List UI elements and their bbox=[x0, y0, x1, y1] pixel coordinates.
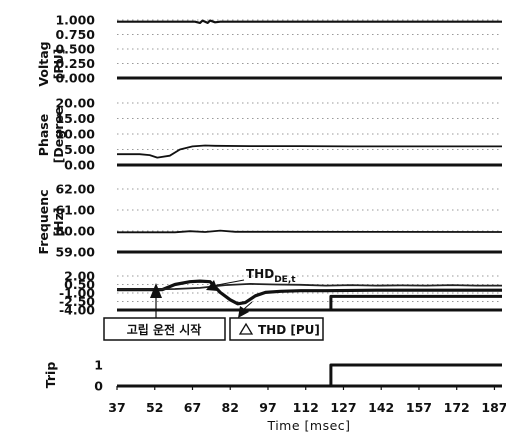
thd-de-label: THDDE,t bbox=[246, 267, 296, 285]
voltage-axis-label: Voltag[PU] bbox=[36, 41, 66, 86]
x-tick-label: 82 bbox=[222, 400, 239, 415]
y-tick-label: 15.00 bbox=[55, 111, 95, 126]
thd-step-line bbox=[117, 294, 502, 312]
thd-pu-leader bbox=[243, 301, 253, 310]
x-tick-label: 172 bbox=[444, 400, 470, 415]
y-tick-label: 0.50 bbox=[64, 277, 95, 292]
trip-axis-label: Trip bbox=[43, 362, 58, 389]
islanding-start-label: 고립 운전 시작 bbox=[127, 322, 202, 337]
thd-pu-line bbox=[117, 282, 502, 291]
y-tick-label: -4.00 bbox=[59, 303, 95, 318]
thd-de-line bbox=[117, 279, 502, 306]
thd-pu-box bbox=[229, 317, 324, 341]
y-tick-label: 0.500 bbox=[55, 42, 95, 57]
x-tick-label: 52 bbox=[146, 400, 163, 415]
phase-axis-label: Phase[Degree bbox=[36, 107, 66, 164]
frequency-axis-label: Frequenc[Hz] bbox=[36, 189, 66, 254]
triangle-marker-icon bbox=[238, 322, 254, 335]
y-tick-label: 0.250 bbox=[55, 56, 95, 71]
x-tick-label: 157 bbox=[406, 400, 432, 415]
thd-de-arrow bbox=[206, 280, 218, 291]
y-tick-label: 10.00 bbox=[55, 127, 95, 142]
x-tick-label: 97 bbox=[259, 400, 276, 415]
voltage-line bbox=[117, 19, 502, 24]
y-tick-label: -1.00 bbox=[59, 286, 95, 301]
phase-line bbox=[117, 144, 502, 159]
x-tick-label: 187 bbox=[481, 400, 506, 415]
thd-pu-label: THD [PU] bbox=[258, 323, 320, 337]
y-tick-label: 2.00 bbox=[64, 269, 95, 284]
x-axis-title: Time [msec] bbox=[266, 418, 350, 433]
y-tick-label: -2.50 bbox=[59, 294, 95, 309]
y-tick-label: 60.00 bbox=[55, 224, 95, 239]
y-tick-label: 0.000 bbox=[55, 71, 95, 86]
x-tick-label: 112 bbox=[293, 400, 319, 415]
y-tick-label: 59.00 bbox=[55, 245, 95, 260]
x-tick-label: 37 bbox=[108, 400, 125, 415]
y-tick-label: 62.00 bbox=[55, 182, 95, 197]
frequency-line bbox=[117, 229, 503, 234]
y-tick-label: 0.00 bbox=[64, 158, 95, 173]
y-tick-label: 0 bbox=[94, 379, 103, 394]
y-tick-label: 0.750 bbox=[55, 27, 95, 42]
y-tick-label: 5.00 bbox=[64, 142, 95, 157]
islanding-start-box bbox=[103, 317, 226, 341]
y-tick-label: 1.000 bbox=[55, 13, 95, 28]
x-tick-label: 142 bbox=[368, 400, 394, 415]
trip-line bbox=[117, 363, 502, 388]
y-tick-label: 61.00 bbox=[55, 203, 95, 218]
thd-pu-arrow bbox=[238, 306, 249, 318]
y-tick-label: 20.00 bbox=[55, 96, 95, 111]
x-tick-label: 67 bbox=[184, 400, 201, 415]
thd-de-leader bbox=[211, 279, 245, 287]
y-tick-label: 1 bbox=[94, 358, 103, 373]
islanding-start-arrow bbox=[150, 283, 162, 298]
x-tick-label: 127 bbox=[330, 400, 356, 415]
